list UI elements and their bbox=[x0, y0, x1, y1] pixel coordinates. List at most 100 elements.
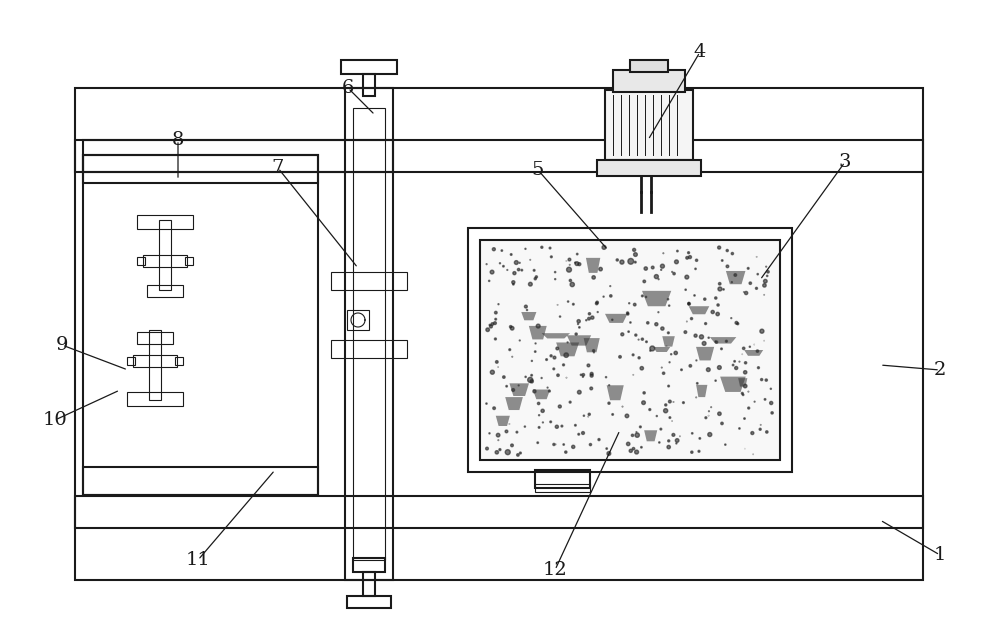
Point bbox=[599, 444, 615, 454]
Point bbox=[479, 444, 495, 454]
Point bbox=[550, 300, 566, 310]
Polygon shape bbox=[496, 416, 510, 426]
Point bbox=[490, 299, 506, 309]
Point bbox=[623, 446, 639, 456]
Point bbox=[748, 284, 764, 293]
Point bbox=[681, 299, 697, 309]
Point bbox=[661, 381, 677, 391]
Point bbox=[620, 309, 636, 319]
Point bbox=[625, 350, 641, 360]
Point bbox=[561, 265, 577, 275]
Point bbox=[528, 339, 544, 348]
Point bbox=[758, 375, 774, 385]
Point bbox=[719, 246, 735, 256]
Point bbox=[724, 277, 740, 287]
Text: 6: 6 bbox=[342, 79, 354, 97]
Point bbox=[489, 357, 505, 367]
Point bbox=[650, 307, 666, 317]
Point bbox=[653, 424, 669, 434]
Point bbox=[510, 450, 526, 460]
Polygon shape bbox=[738, 378, 747, 387]
Point bbox=[738, 358, 754, 368]
Point bbox=[628, 330, 644, 340]
Point bbox=[651, 274, 667, 284]
Point bbox=[619, 411, 635, 421]
Point bbox=[724, 249, 740, 259]
Point bbox=[631, 335, 647, 345]
Point bbox=[679, 272, 695, 282]
Point bbox=[673, 365, 689, 374]
Point bbox=[508, 258, 524, 267]
Point bbox=[483, 321, 499, 331]
Point bbox=[717, 439, 733, 449]
Point bbox=[534, 242, 550, 252]
Polygon shape bbox=[644, 430, 657, 441]
Point bbox=[756, 280, 772, 290]
Point bbox=[718, 336, 734, 346]
Point bbox=[581, 314, 597, 324]
Point bbox=[654, 324, 670, 334]
Point bbox=[480, 325, 496, 335]
Point bbox=[506, 268, 522, 278]
Bar bbox=[75, 496, 923, 528]
Point bbox=[675, 397, 691, 407]
Point bbox=[760, 267, 776, 277]
Point bbox=[481, 276, 497, 286]
Polygon shape bbox=[662, 336, 675, 347]
Point bbox=[543, 417, 559, 426]
Polygon shape bbox=[605, 314, 627, 323]
Point bbox=[576, 411, 592, 421]
Point bbox=[736, 344, 752, 353]
Point bbox=[728, 363, 744, 373]
Point bbox=[638, 292, 654, 302]
Point bbox=[705, 307, 721, 317]
Point bbox=[712, 279, 728, 288]
Point bbox=[684, 448, 700, 457]
Text: 4: 4 bbox=[694, 43, 706, 61]
Point bbox=[658, 341, 674, 351]
Point bbox=[649, 411, 665, 421]
Point bbox=[626, 245, 642, 255]
Point bbox=[531, 399, 547, 409]
Point bbox=[687, 290, 703, 300]
Point bbox=[556, 439, 572, 449]
Point bbox=[596, 243, 612, 253]
Point bbox=[580, 360, 596, 370]
Point bbox=[689, 255, 705, 265]
Point bbox=[584, 313, 600, 322]
Point bbox=[623, 256, 639, 266]
Bar bbox=[83, 467, 318, 495]
Polygon shape bbox=[720, 376, 746, 392]
Point bbox=[636, 388, 652, 398]
Polygon shape bbox=[567, 335, 591, 345]
Point bbox=[750, 363, 766, 373]
Point bbox=[543, 351, 559, 361]
Point bbox=[622, 318, 638, 327]
Polygon shape bbox=[607, 385, 624, 400]
Point bbox=[736, 413, 752, 423]
Point bbox=[626, 444, 642, 454]
Point bbox=[548, 439, 564, 449]
Bar bbox=[75, 88, 923, 580]
Point bbox=[678, 285, 694, 295]
Point bbox=[586, 272, 602, 282]
Point bbox=[571, 316, 587, 326]
Point bbox=[560, 337, 576, 347]
Point bbox=[758, 262, 774, 272]
Point bbox=[627, 300, 643, 310]
Point bbox=[662, 397, 678, 407]
Point bbox=[725, 360, 741, 370]
Point bbox=[711, 363, 727, 373]
Point bbox=[499, 381, 515, 391]
Point bbox=[655, 248, 671, 258]
Point bbox=[522, 279, 538, 289]
Point bbox=[681, 248, 697, 258]
Point bbox=[708, 376, 724, 386]
Point bbox=[478, 399, 494, 409]
Point bbox=[737, 367, 753, 377]
Bar bbox=[331, 340, 407, 358]
Polygon shape bbox=[744, 350, 763, 356]
Point bbox=[568, 329, 584, 339]
Point bbox=[701, 411, 717, 421]
Point bbox=[684, 428, 700, 438]
